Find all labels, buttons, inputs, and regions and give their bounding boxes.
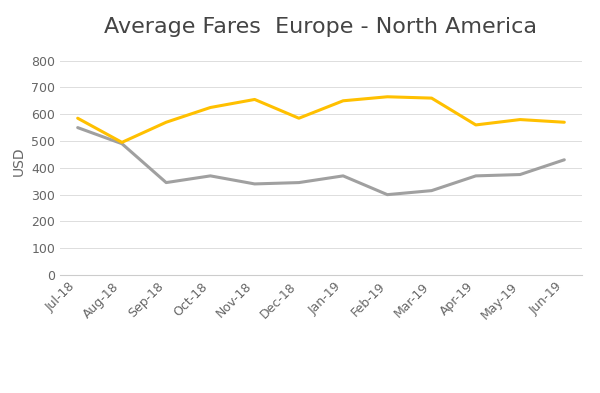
All	[561, 120, 568, 125]
Y-axis label: USD: USD	[11, 146, 26, 176]
All	[340, 98, 347, 103]
Norwegian	[428, 188, 435, 193]
All	[517, 117, 524, 122]
Norwegian	[251, 182, 258, 186]
All	[207, 105, 214, 110]
Norwegian	[163, 180, 170, 185]
Norwegian	[472, 174, 479, 178]
All	[428, 96, 435, 101]
All	[472, 123, 479, 127]
Norwegian	[207, 174, 214, 178]
Norwegian	[340, 174, 347, 178]
Norwegian	[118, 141, 125, 146]
All	[74, 116, 81, 121]
Norwegian	[517, 172, 524, 177]
All	[295, 116, 302, 121]
Norwegian	[561, 158, 568, 162]
All	[118, 140, 125, 145]
All	[384, 94, 391, 99]
All	[251, 97, 258, 102]
Norwegian	[384, 192, 391, 197]
Line: Norwegian: Norwegian	[77, 128, 565, 195]
All	[163, 120, 170, 125]
Norwegian	[74, 125, 81, 130]
Norwegian	[295, 180, 302, 185]
Title: Average Fares  Europe - North America: Average Fares Europe - North America	[104, 17, 538, 37]
Line: All: All	[77, 97, 565, 142]
